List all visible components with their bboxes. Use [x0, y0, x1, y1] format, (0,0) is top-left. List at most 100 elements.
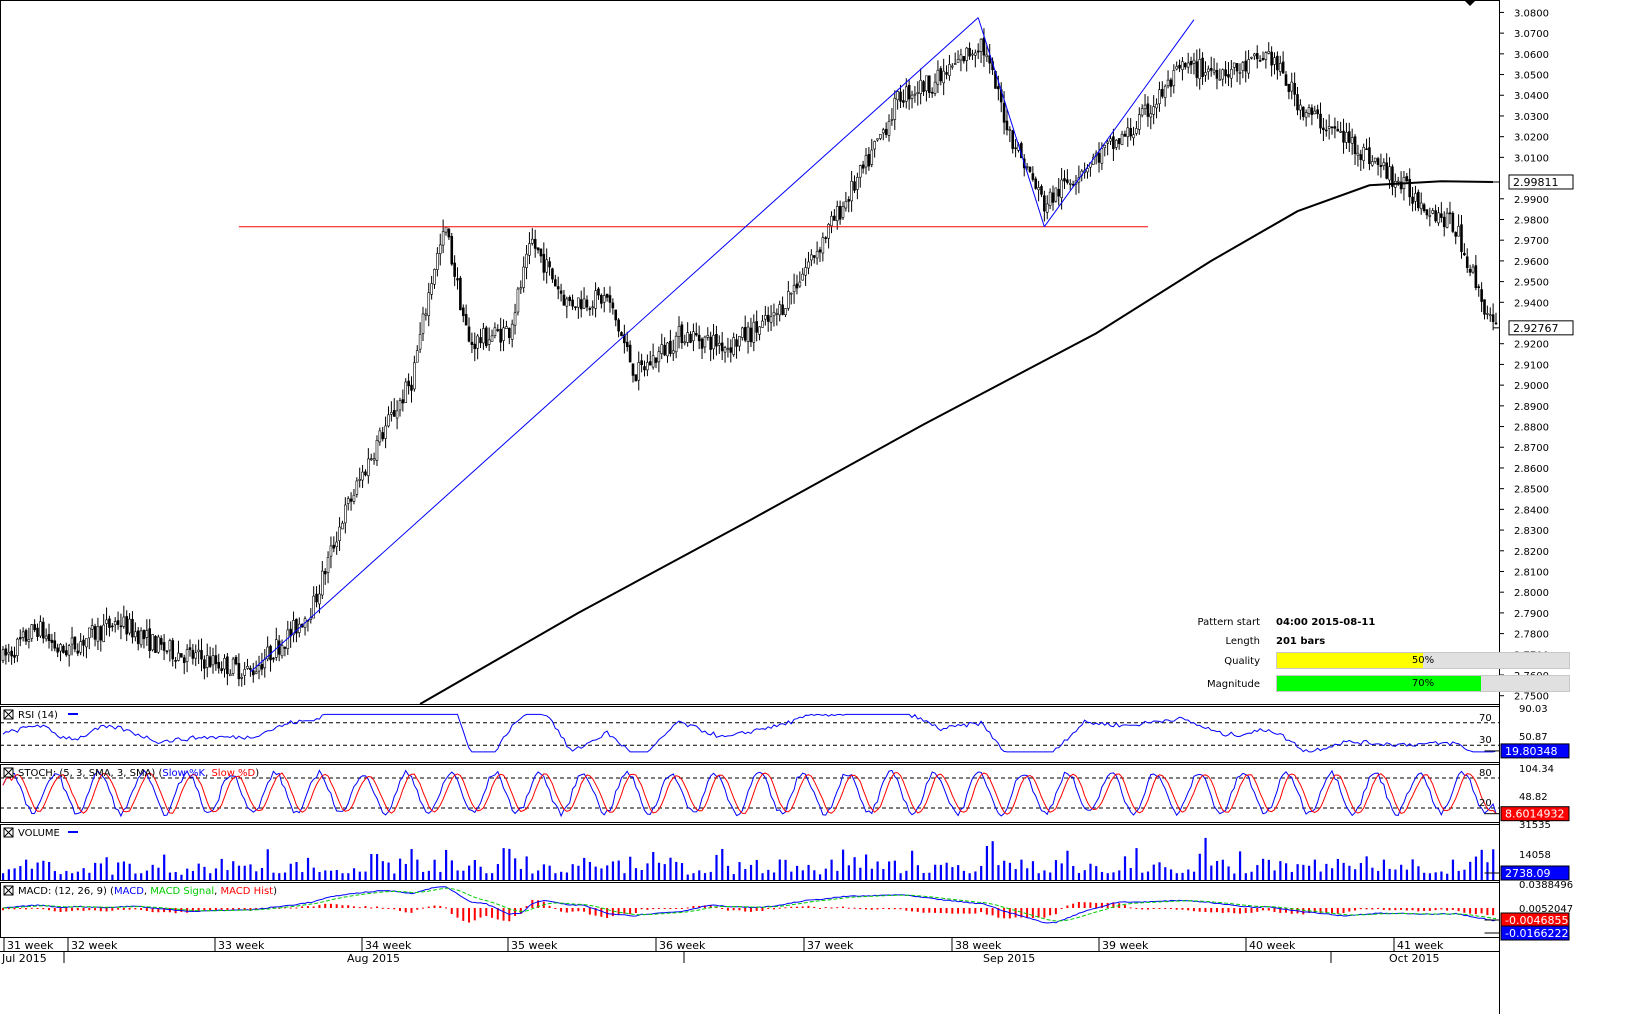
macd-hist-bar — [1175, 908, 1178, 910]
candle-body — [1114, 139, 1118, 148]
macd-hist-bar — [715, 906, 718, 908]
volume-bar — [416, 859, 419, 880]
volume-bar — [295, 862, 298, 880]
price-tick-label: 2.8700 — [1514, 443, 1549, 454]
candle-body — [1411, 196, 1414, 204]
macd-hist-bar — [1400, 908, 1403, 910]
candle-body — [715, 333, 718, 347]
candle-body — [134, 631, 137, 638]
macd-hist-bar — [427, 906, 430, 908]
candle-body — [1244, 60, 1248, 72]
candle-body — [628, 344, 632, 363]
macd-hist-bar — [853, 907, 856, 909]
macd-hist-bar — [600, 908, 603, 917]
candle-body — [942, 70, 945, 84]
candle-body — [1045, 203, 1049, 213]
volume-bar — [168, 872, 172, 880]
price-tick-label: 2.8100 — [1514, 567, 1549, 578]
macd-hist-bar — [1457, 908, 1460, 912]
volume-bar — [1031, 861, 1035, 880]
volume-bar — [1181, 872, 1184, 880]
candle-body — [208, 656, 212, 667]
candle-body — [191, 649, 195, 659]
candle-body — [735, 339, 738, 347]
volume-bar — [1169, 869, 1173, 880]
candle-body — [246, 665, 249, 669]
macd-hist-bar — [1066, 905, 1069, 908]
volume-bar — [899, 873, 902, 880]
volume-bar — [893, 860, 896, 880]
volume-bar — [1238, 851, 1242, 880]
candle-body — [1209, 67, 1213, 71]
pane-border — [0, 0, 1500, 705]
candle-body — [646, 362, 649, 371]
candle-body — [689, 333, 692, 343]
candle-body — [1307, 107, 1311, 114]
candle-body — [1043, 195, 1046, 212]
candle-body — [131, 619, 134, 638]
macd-hist-bar — [496, 908, 499, 920]
candle-body — [965, 47, 968, 61]
volume-bar — [134, 873, 137, 880]
pattern-line — [977, 17, 1045, 227]
macd-hist-bar — [1014, 908, 1017, 918]
stoch-level-label: 80 — [1479, 768, 1492, 779]
volume-bar — [479, 866, 482, 880]
macd-hist-bar — [1221, 908, 1224, 913]
month-label: Oct 2015 — [1389, 952, 1440, 965]
volume-bar — [1359, 863, 1362, 880]
candle-body — [997, 86, 1000, 90]
candle-body — [1465, 256, 1469, 268]
candle-body — [1198, 59, 1202, 80]
macd-hist-bar — [1359, 908, 1362, 910]
volume-bar — [985, 846, 989, 880]
candle-body — [1028, 166, 1032, 172]
candle-body — [962, 56, 966, 62]
candle-body — [1, 649, 5, 661]
stoch-value-box — [1500, 806, 1570, 822]
volume-bar — [588, 861, 592, 880]
macd-hist-bar — [1204, 908, 1207, 912]
volume-bar — [1026, 868, 1029, 880]
candle-body — [531, 238, 534, 244]
macd-hist-bar — [1377, 908, 1380, 909]
candle-body — [1316, 109, 1319, 115]
macd-hist-bar — [514, 908, 517, 916]
volume-bar — [1037, 873, 1040, 880]
quality-bar-fill — [1277, 653, 1423, 668]
volume-bar — [1250, 871, 1253, 880]
price-tick-label: 3.0100 — [1514, 153, 1549, 164]
candle-body — [1477, 286, 1481, 288]
macd-hist-bar — [1417, 908, 1420, 912]
candle-body — [479, 337, 482, 344]
volume-bar — [732, 874, 735, 880]
candle-body — [392, 410, 396, 417]
candle-body — [148, 628, 152, 652]
candle-body — [76, 650, 80, 654]
candle-body — [88, 627, 91, 639]
volume-bar — [652, 852, 655, 880]
volume-bar — [1164, 867, 1167, 880]
candle-body — [1066, 179, 1069, 183]
volume-bar — [1273, 870, 1276, 880]
candle-body — [562, 294, 566, 306]
volume-bar — [151, 864, 154, 880]
volume-bar — [1152, 864, 1155, 880]
macd-hist-bar — [1256, 908, 1259, 912]
price-tick-label: 2.8000 — [1514, 588, 1549, 599]
macd-hist-bar — [824, 907, 827, 909]
candle-body — [139, 630, 143, 646]
volume-bar — [646, 863, 649, 880]
candle-body — [815, 251, 819, 259]
candle-body — [1382, 162, 1386, 166]
candle-body — [228, 673, 232, 677]
macd-hist-bar — [1480, 908, 1483, 914]
macd-hist-bar — [865, 908, 868, 910]
candle-body — [766, 314, 770, 322]
candle-body — [410, 384, 413, 391]
macd-hist-bar — [571, 908, 574, 912]
candle-body — [591, 306, 595, 309]
candle-body — [415, 350, 419, 363]
candle-body — [741, 327, 744, 338]
volume-bar — [1331, 868, 1334, 880]
